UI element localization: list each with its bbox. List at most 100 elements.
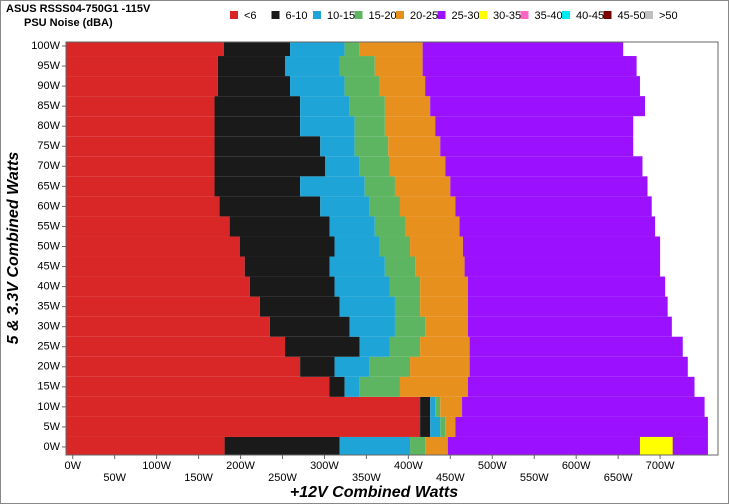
- y-tick-label: 80W: [37, 120, 60, 132]
- cell: [420, 296, 468, 317]
- cell: [66, 336, 286, 357]
- legend-label: 35-40: [535, 10, 563, 22]
- cell: [389, 156, 446, 177]
- cell: [394, 176, 451, 197]
- cell: [405, 216, 460, 237]
- y-tick-label: 50W: [37, 240, 60, 252]
- x-axis-label: +12V Combined Watts: [290, 484, 458, 501]
- cell: [469, 356, 688, 377]
- x-tick-label: 200W: [226, 460, 255, 472]
- cell: [425, 76, 640, 97]
- cell: [369, 356, 411, 377]
- cell: [239, 236, 335, 257]
- plot-area: [66, 42, 708, 455]
- cell: [430, 416, 441, 437]
- cell: [229, 216, 330, 237]
- cell: [269, 316, 350, 337]
- cell: [339, 56, 375, 77]
- cell: [394, 296, 421, 317]
- cell: [450, 176, 648, 197]
- cell: [334, 236, 380, 257]
- cell: [420, 336, 470, 357]
- y-tick-label: 35W: [37, 301, 60, 313]
- cell: [410, 436, 426, 455]
- cell: [374, 56, 423, 77]
- x-tick-label: 50W: [103, 472, 126, 484]
- y-tick-label: 0W: [44, 441, 61, 453]
- cell: [259, 296, 340, 317]
- cell: [369, 196, 400, 217]
- y-tick-label: 40W: [37, 280, 60, 292]
- y-tick-label: 90W: [37, 80, 60, 92]
- cell: [329, 376, 345, 397]
- x-tick-label: 100W: [142, 460, 171, 472]
- cell: [467, 316, 672, 337]
- y-tick-label: 65W: [37, 180, 60, 192]
- cell: [374, 216, 406, 237]
- cell: [66, 256, 245, 277]
- cell: [440, 396, 463, 417]
- cell: [66, 216, 230, 237]
- y-tick-label: 75W: [37, 140, 60, 152]
- cell: [425, 316, 468, 337]
- cell: [66, 56, 218, 77]
- legend-label: 20-25: [410, 10, 438, 22]
- cell: [384, 96, 431, 117]
- y-tick-label: 45W: [37, 260, 60, 272]
- legend-label: 15-20: [369, 10, 397, 22]
- cell: [455, 416, 708, 437]
- cell: [214, 116, 301, 137]
- cell: [217, 56, 286, 77]
- legend-swatch: [271, 11, 280, 19]
- cell: [66, 356, 301, 377]
- legend-swatch: [396, 11, 404, 19]
- cell: [399, 376, 468, 397]
- cell: [435, 396, 441, 417]
- legend-swatch: [603, 11, 612, 19]
- legend-label: 30-35: [493, 10, 521, 22]
- cell: [440, 416, 446, 437]
- cell: [455, 196, 652, 217]
- legend-swatch: [354, 11, 363, 19]
- cell: [415, 256, 465, 277]
- legend-label: 45-50: [618, 10, 646, 22]
- x-tick-label: 250W: [268, 472, 297, 484]
- cell: [219, 196, 321, 217]
- y-tick-label: 5W: [44, 421, 61, 433]
- cell: [359, 42, 423, 57]
- cell: [214, 156, 326, 177]
- cell: [430, 396, 436, 417]
- cell: [244, 256, 330, 277]
- cell: [66, 136, 215, 157]
- legend-label: 6-10: [286, 10, 308, 22]
- legend-swatch: [313, 11, 321, 19]
- cell: [329, 256, 385, 277]
- cell: [285, 336, 360, 357]
- x-tick-label: 400W: [394, 460, 423, 472]
- cell: [66, 396, 421, 417]
- cell: [384, 256, 416, 277]
- x-tick-label: 700W: [646, 460, 675, 472]
- cell: [354, 116, 385, 137]
- legend-swatch: [437, 11, 446, 19]
- legend-label: 25-30: [452, 10, 480, 22]
- x-tick-label: 350W: [352, 472, 381, 484]
- y-axis-label: 5 & 3.3V Combined Watts: [5, 152, 22, 345]
- cell: [66, 42, 224, 57]
- cell: [467, 376, 695, 397]
- cell: [425, 436, 448, 455]
- cell: [464, 256, 661, 277]
- cell: [214, 176, 301, 197]
- y-tick-label: 100W: [31, 40, 60, 52]
- cell: [66, 116, 215, 137]
- cell: [359, 376, 400, 397]
- y-tick-label: 25W: [37, 341, 60, 353]
- cell: [66, 316, 270, 337]
- cell: [66, 96, 215, 117]
- cell: [349, 316, 395, 337]
- cell: [459, 216, 656, 237]
- cell: [300, 356, 335, 377]
- legend-swatch: [562, 11, 570, 19]
- cell: [339, 436, 411, 455]
